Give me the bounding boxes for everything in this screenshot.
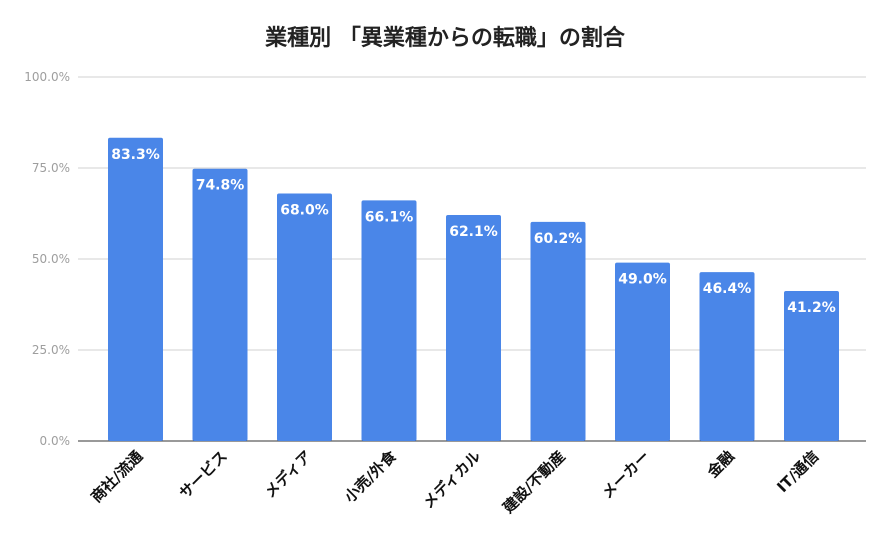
- x-tick-label: メディカル: [419, 447, 484, 512]
- data-label: 62.1%: [449, 224, 498, 240]
- data-label: 41.2%: [787, 300, 836, 316]
- bars-layer: [108, 137, 839, 441]
- bar: [108, 137, 163, 441]
- bar: [615, 262, 670, 441]
- data-label: 68.0%: [280, 202, 329, 218]
- bar: [446, 214, 501, 441]
- bar: [699, 272, 755, 441]
- data-labels-layer: 83.3% 74.8% 68.0% 66.1% 62.1% 60.2% 49.0% 46.4%…: [111, 147, 836, 316]
- x-tick-label: 金融: [703, 447, 738, 482]
- bar: [784, 291, 839, 441]
- data-label: 60.2%: [534, 231, 583, 247]
- y-tick-label: 100.0%: [24, 70, 70, 84]
- x-tick-label: IT/通信: [773, 447, 822, 496]
- x-tick-label: メディア: [261, 447, 315, 501]
- x-tick-label: 小売/外食: [341, 446, 401, 506]
- x-axis-labels: 商社/流通 サービス メディア 小売/外食 メディカル 建設/不動産 メーカー 金融 IT/通信: [87, 446, 822, 516]
- data-label: 49.0%: [618, 272, 667, 288]
- y-tick-label: 25.0%: [32, 343, 70, 357]
- y-tick-label: 50.0%: [32, 252, 70, 266]
- bar: [277, 193, 332, 441]
- data-label: 83.3%: [111, 147, 160, 163]
- bar: [361, 200, 417, 441]
- bar: [530, 221, 586, 441]
- y-tick-label: 0.0%: [40, 434, 71, 448]
- data-label: 66.1%: [365, 209, 414, 225]
- x-tick-label: メーカー: [598, 447, 653, 502]
- x-tick-label: サービス: [176, 447, 231, 502]
- x-tick-label: 建設/不動産: [499, 447, 569, 517]
- chart-title: 業種別 「異業種からの転職」の割合: [265, 25, 626, 51]
- data-label: 74.8%: [196, 178, 245, 194]
- bar: [192, 168, 248, 441]
- x-tick-label: 商社/流通: [87, 447, 146, 506]
- data-label: 46.4%: [703, 281, 752, 297]
- y-tick-label: 75.0%: [32, 161, 70, 175]
